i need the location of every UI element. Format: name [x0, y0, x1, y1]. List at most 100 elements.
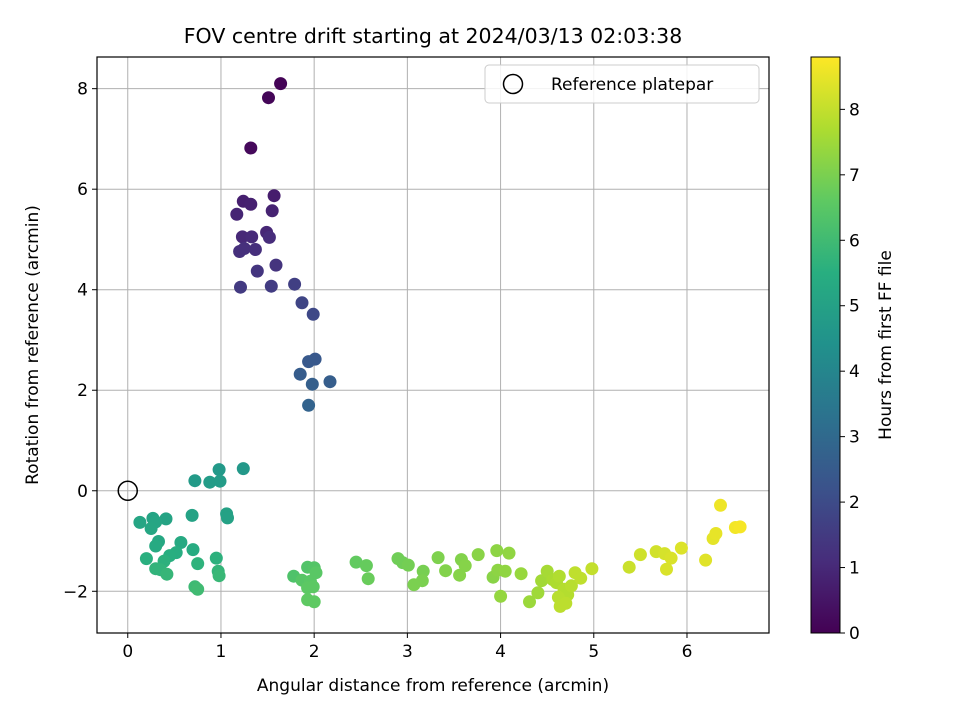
x-axis: 0 1 2 3 4 5 6	[122, 633, 692, 662]
data-point	[359, 559, 373, 573]
data-point	[221, 511, 234, 525]
data-point	[498, 564, 512, 578]
data-point	[305, 377, 319, 391]
reference-marker	[117, 480, 139, 502]
y-tick-label: 4	[77, 281, 88, 301]
data-point	[186, 543, 200, 557]
data-point	[293, 367, 307, 381]
data-point	[212, 463, 226, 477]
data-point	[306, 580, 320, 594]
data-point	[535, 574, 549, 588]
data-point	[323, 375, 337, 389]
data-point	[274, 77, 288, 91]
data-point	[213, 474, 227, 488]
data-point	[174, 536, 188, 549]
legend-box	[484, 64, 760, 104]
data-point	[431, 551, 445, 565]
colorbar-tick-label: 0	[849, 624, 860, 644]
chart-title: FOV centre drift starting at 2024/03/13 …	[184, 24, 683, 48]
reference-point	[117, 480, 139, 502]
legend-reference-label: Reference platepar	[551, 75, 713, 95]
data-point	[514, 567, 528, 581]
data-point	[733, 520, 747, 534]
x-tick-label: 3	[402, 642, 413, 662]
plot-frame	[96, 56, 770, 634]
data-point	[139, 552, 153, 566]
data-point	[415, 574, 429, 588]
data-point	[185, 508, 199, 522]
data-point	[453, 568, 467, 582]
legend-reference-marker	[502, 73, 524, 95]
x-tick-label: 1	[216, 642, 227, 662]
data-point	[306, 307, 320, 321]
data-point	[262, 230, 276, 244]
data-point	[664, 551, 678, 565]
colorbar-tick-label: 7	[849, 166, 860, 186]
colorbar-tick-label: 3	[849, 428, 860, 448]
y-tick-label: 6	[77, 180, 88, 200]
data-point	[236, 462, 250, 476]
data-point	[191, 582, 205, 596]
data-point	[471, 548, 485, 562]
x-tick-label: 6	[682, 642, 693, 662]
data-point	[133, 515, 147, 529]
data-point	[309, 566, 323, 580]
y-axis: −2 0 2 4 6 8	[63, 80, 97, 602]
data-point	[188, 474, 202, 488]
data-point	[209, 551, 223, 565]
data-point	[307, 595, 321, 609]
x-tick-label: 4	[495, 642, 506, 662]
data-point	[267, 189, 281, 203]
data-point	[269, 258, 283, 272]
data-point	[264, 279, 278, 293]
x-tick-label: 2	[309, 642, 320, 662]
data-point	[633, 548, 647, 562]
data-point	[149, 539, 163, 553]
data-point	[401, 558, 415, 572]
data-point	[203, 475, 217, 489]
data-point	[439, 564, 453, 578]
data-point	[523, 595, 536, 609]
legend: Reference platepar	[484, 64, 760, 104]
data-point	[574, 571, 588, 585]
data-point	[349, 555, 363, 569]
data-point	[244, 141, 258, 155]
data-point	[212, 569, 226, 583]
y-tick-label: −2	[63, 582, 88, 602]
y-tick-label: 0	[77, 482, 88, 502]
x-tick-label: 5	[588, 642, 599, 662]
data-point	[585, 562, 599, 576]
colorbar-tick-label: 4	[849, 362, 860, 382]
data-point	[494, 589, 508, 603]
colorbar-tick-label: 5	[849, 297, 860, 317]
colorbar-gradient	[810, 56, 841, 634]
data-point	[160, 567, 174, 581]
data-point	[559, 596, 573, 610]
colorbar-tick-label: 8	[849, 100, 860, 120]
colorbar: 0 1 2 3 4 5 6 7 8 Hours from first FF file	[810, 56, 896, 644]
data-point	[699, 553, 713, 567]
data-point	[234, 280, 247, 294]
data-point	[552, 569, 566, 583]
x-tick-label: 0	[122, 642, 133, 662]
data-point	[295, 296, 309, 310]
data-point	[245, 230, 259, 244]
data-point	[622, 560, 636, 574]
data-point	[230, 207, 244, 221]
colorbar-ticks: 0 1 2 3 4 5 6 7 8	[840, 100, 860, 644]
data-point	[660, 562, 673, 576]
data-point	[244, 197, 258, 211]
colorbar-tick-label: 6	[849, 231, 860, 251]
data-point	[265, 204, 279, 218]
y-tick-label: 2	[77, 381, 88, 401]
data-point	[248, 243, 262, 256]
data-point	[714, 498, 727, 512]
data-point	[502, 546, 516, 560]
data-point	[302, 355, 316, 369]
data-point	[361, 572, 375, 586]
data-point	[302, 398, 316, 412]
data-point	[490, 544, 504, 558]
data-point	[416, 564, 430, 578]
data-point	[288, 277, 302, 291]
